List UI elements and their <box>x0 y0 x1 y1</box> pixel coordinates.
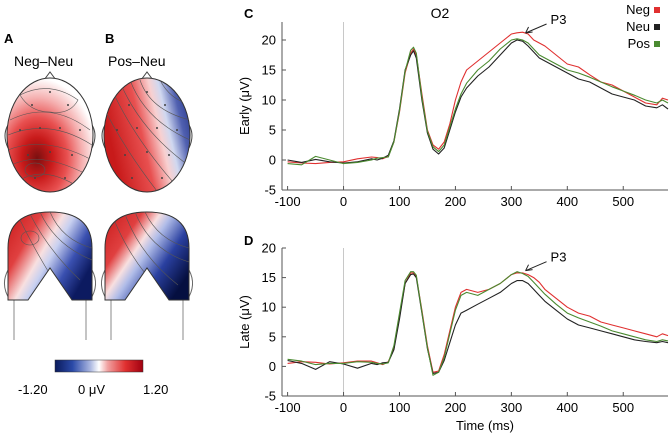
y-tick-label: -5 <box>264 389 276 404</box>
x-tick-label: -100 <box>275 400 301 415</box>
x-tick-label: -100 <box>275 194 301 209</box>
series-line-pos <box>287 38 669 166</box>
series-line-neg <box>287 272 669 373</box>
legend-swatch-neu <box>654 24 660 30</box>
x-tick-label: 300 <box>501 400 523 415</box>
colorbar-max-label: 1.20 <box>143 382 168 397</box>
y-tick-label: 15 <box>262 63 276 78</box>
legend-label-neu: Neu <box>626 19 650 34</box>
x-tick-label: 500 <box>612 400 634 415</box>
colorbar-mid-label: 0 μV <box>78 382 105 397</box>
y-tick-label: -5 <box>264 183 276 198</box>
x-tick-label: 100 <box>389 400 411 415</box>
panel-c-letter: C <box>244 6 254 21</box>
topomap-neg-neu-top <box>4 71 96 193</box>
y-tick-label: 0 <box>269 359 276 374</box>
legend-swatch-pos <box>654 41 660 47</box>
x-tick-label: 200 <box>445 400 467 415</box>
erp-chart-early: -5 0 5 10 15 20 -100 0 100 200 300 400 500 Early (μV)… <box>237 2 669 209</box>
topomap-neg-neu-back <box>4 211 96 340</box>
y-axis-label: Early (μV) <box>237 77 252 135</box>
y-tick-label: 10 <box>262 93 276 108</box>
y-tick-label: 20 <box>262 241 276 256</box>
annotation-arrowhead <box>525 264 533 272</box>
colorbar <box>54 359 144 373</box>
y-tick-label: 20 <box>262 33 276 48</box>
y-tick-label: 5 <box>269 329 276 344</box>
x-axis-label: Time (ms) <box>456 418 514 433</box>
erp-chart-late: -5 0 5 10 15 20 -100 0 100 200 300 400 500 Late (μV) T… <box>237 241 669 433</box>
series-line-neu <box>287 273 669 375</box>
x-tick-label: 100 <box>389 194 411 209</box>
y-tick-label: 0 <box>269 153 276 168</box>
series-line-neu <box>287 39 669 164</box>
chart-title: O2 <box>431 5 450 21</box>
legend-label-pos: Pos <box>628 36 651 51</box>
x-tick-label: 0 <box>340 400 347 415</box>
panel-a-title: Neg–Neu <box>14 53 73 69</box>
legend-swatch-neg <box>654 7 660 13</box>
x-tick-label: 500 <box>612 194 634 209</box>
y-axis-label: Late (μV) <box>237 295 252 349</box>
x-tick-label: 400 <box>556 400 578 415</box>
legend-label-neg: Neg <box>626 2 650 17</box>
neck-outline <box>13 296 87 340</box>
annotation-arrowhead <box>525 26 533 34</box>
annotation-label: P3 <box>551 250 567 265</box>
colorbar-min-label: -1.20 <box>18 382 48 397</box>
panel-b-title: Pos–Neu <box>108 53 166 69</box>
x-tick-label: 200 <box>445 194 467 209</box>
panel-b-letter: B <box>105 31 114 46</box>
series-line-neg <box>287 31 669 165</box>
topomap-pos-neu-back <box>101 211 193 340</box>
topomap-pos-neu-top <box>101 71 193 193</box>
panel-d-letter: D <box>244 233 253 248</box>
y-tick-label: 10 <box>262 300 276 315</box>
neck-outline <box>110 296 184 340</box>
x-tick-label: 400 <box>556 194 578 209</box>
x-tick-label: 0 <box>340 194 347 209</box>
panel-a-letter: A <box>4 31 14 46</box>
annotation-label: P3 <box>551 12 567 27</box>
series-line-pos <box>287 271 669 376</box>
annotation-arrow <box>525 261 547 272</box>
x-tick-label: 300 <box>501 194 523 209</box>
annotation-arrow <box>525 23 547 34</box>
y-tick-label: 15 <box>262 270 276 285</box>
y-tick-label: 5 <box>269 123 276 138</box>
